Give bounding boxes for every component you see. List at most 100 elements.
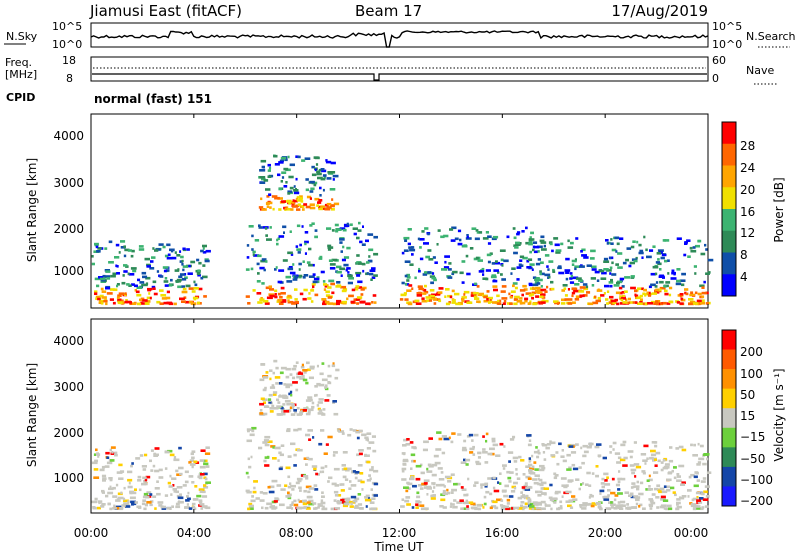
heatmap-cell [657,488,662,492]
heatmap-cell [431,490,435,493]
heatmap-cell [142,468,147,471]
heatmap-cell [149,503,153,507]
heatmap-cell [315,472,319,476]
heatmap-cell [528,469,533,472]
heatmap-cell [692,497,698,501]
heatmap-cell [482,448,486,451]
heatmap-cell [444,255,450,258]
heatmap-cell [661,505,665,509]
heatmap-cell [461,296,467,299]
heatmap-cell [570,274,573,278]
heatmap-cell [484,485,488,488]
heatmap-cell [666,485,671,489]
heatmap-cell [668,507,673,511]
heatmap-cell [567,302,573,305]
heatmap-cell [188,475,194,478]
heatmap-cell [539,490,543,494]
heatmap-cell [501,264,504,267]
heatmap-cell [472,445,475,449]
heatmap-cell [570,241,574,245]
heatmap-cell [306,507,311,510]
heatmap-cell [671,271,676,275]
heatmap-cell [438,287,444,290]
heatmap-cell [124,248,130,252]
heatmap-cell [91,255,94,258]
heatmap-cell [278,302,284,305]
heatmap-cell [160,505,164,509]
heatmap-cell [701,299,705,302]
heatmap-cell [162,266,169,269]
heatmap-cell [306,261,311,264]
heatmap-cell [571,259,577,263]
heatmap-cell [280,180,283,183]
heatmap-cell [145,276,151,280]
heatmap-cell [414,276,417,280]
heatmap-cell [633,485,640,488]
heatmap-cell [485,432,489,436]
heatmap-cell [356,274,361,277]
heatmap-cell [126,283,130,286]
heatmap-cell [632,485,635,489]
heatmap-cell [667,471,672,475]
heatmap-cell [156,300,161,304]
heatmap-cell [609,266,613,270]
heatmap-cell [130,283,135,286]
heatmap-cell [347,433,352,437]
heatmap-cell [263,439,270,442]
heatmap-cell [332,178,335,181]
heatmap-cell [296,199,303,202]
heatmap-cell [160,294,167,297]
heatmap-cell [518,455,522,459]
heatmap-cell [285,383,292,386]
heatmap-cell [603,260,610,263]
heatmap-cell [115,264,118,268]
heatmap-cell [472,453,476,456]
heatmap-cell [322,280,326,283]
heatmap-cell [264,443,270,447]
heatmap-cell [503,445,506,448]
heatmap-cell [293,409,297,412]
heatmap-cell [108,487,114,491]
heatmap-cell [354,504,359,508]
heatmap-cell [550,507,553,511]
heatmap-cell [308,247,312,251]
heatmap-cell [570,451,577,454]
heatmap-cell [277,498,280,501]
heatmap-cell [690,443,693,447]
vel-cbar-tick-50: 50 [740,388,755,402]
heatmap-cell [464,501,469,505]
heatmap-cell [322,207,326,210]
heatmap-cell [346,267,351,270]
heatmap-cell [444,295,447,298]
heatmap-cell [322,505,325,509]
velocity-heatmap [91,359,712,511]
heatmap-cell [685,292,689,296]
heatmap-cell [373,482,379,486]
heatmap-cell [285,466,291,470]
xtick-0: 00:00 [74,526,109,540]
heatmap-cell [562,284,568,287]
power-plot-frame [90,113,709,309]
heatmap-cell [371,267,376,270]
heatmap-cell [290,253,294,256]
heatmap-cell [655,288,660,292]
heatmap-cell [325,443,329,446]
heatmap-cell [117,298,122,302]
heatmap-cell [433,298,438,301]
heatmap-cell [535,289,541,293]
heatmap-cell [105,451,110,455]
xtick-2: 08:00 [279,526,314,540]
heatmap-cell [316,172,322,176]
heatmap-cell [699,284,705,288]
heatmap-cell [688,302,694,306]
heatmap-cell [288,266,293,269]
heatmap-cell [255,497,260,500]
heatmap-cell [546,285,549,289]
heatmap-cell [478,270,485,273]
nave-label: Nave [746,64,774,77]
heatmap-cell [260,159,267,163]
heatmap-cell [265,234,268,237]
heatmap-cell [522,256,528,260]
heatmap-cell [622,294,625,298]
heatmap-cell [94,242,99,246]
